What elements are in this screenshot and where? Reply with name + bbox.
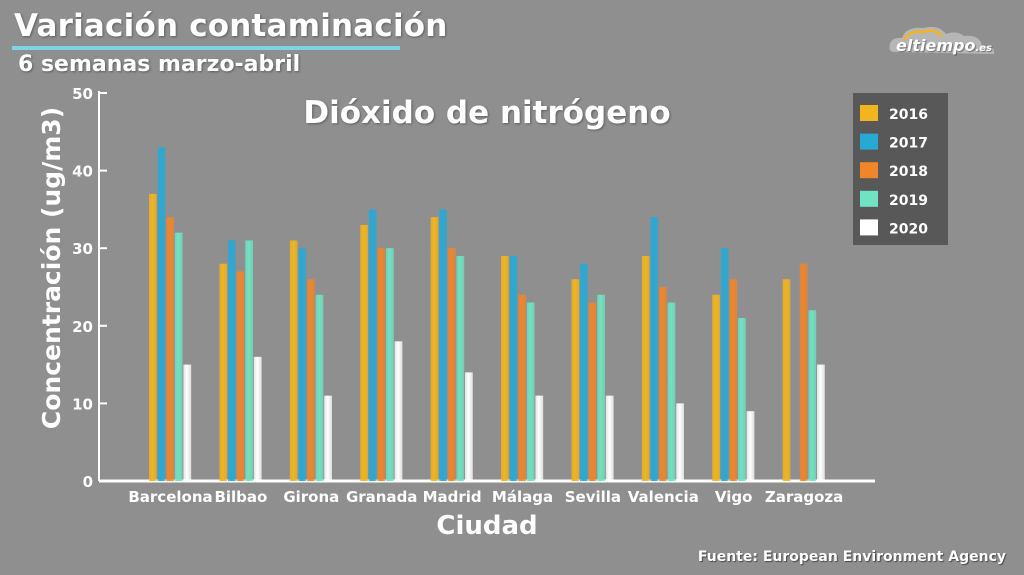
bar-2017-Valencia xyxy=(650,217,659,481)
bar-2019-Barcelona xyxy=(174,232,183,481)
bar-2020-Madrid xyxy=(465,372,473,481)
bar-2019-Sevilla xyxy=(597,294,605,481)
bar-2017-Bilbao xyxy=(228,240,236,481)
bar-2016-Barcelona xyxy=(149,193,157,481)
bar-2016-Valencia xyxy=(641,255,650,481)
bar-2019-Zaragoza xyxy=(808,310,817,481)
y-axis-title: Concentración (ug/m3) xyxy=(37,107,66,429)
bar-2018-Bilbao xyxy=(236,271,245,481)
bar-2019-Vigo xyxy=(738,318,746,481)
legend-swatch-2016 xyxy=(860,105,878,121)
bar-2016-Zaragoza xyxy=(782,279,791,481)
legend-label-2019: 2019 xyxy=(889,193,928,209)
bar-2020-Bilbao xyxy=(253,356,262,481)
x-tick-label: Sevilla xyxy=(565,488,621,506)
y-tick-label: 10 xyxy=(72,395,93,413)
bar-2018-Zaragoza xyxy=(799,263,808,481)
x-tick-label: Zaragoza xyxy=(765,488,843,506)
bar-2020-Zaragoza xyxy=(817,364,825,481)
bar-2016-Girona xyxy=(289,240,298,481)
bar-2016-Bilbao xyxy=(219,263,228,481)
y-tick-label: 20 xyxy=(72,318,93,336)
y-tick-label: 50 xyxy=(72,85,93,103)
bar-2020-Valencia xyxy=(676,403,684,481)
legend-label-2020: 2020 xyxy=(889,221,928,237)
bar-2016-Sevilla xyxy=(571,279,580,481)
bar-2017-Granada xyxy=(368,209,377,481)
bar-2017-Málaga xyxy=(509,255,518,481)
bar-2018-Málaga xyxy=(518,294,526,481)
bar-2019-Bilbao xyxy=(245,240,253,481)
bar-2016-Madrid xyxy=(430,217,439,481)
page-subtitle: 6 semanas marzo-abril xyxy=(18,52,301,77)
bar-2017-Barcelona xyxy=(157,147,166,481)
y-tick-label: 40 xyxy=(72,163,93,181)
title-underline xyxy=(12,46,400,50)
chart-title: Dióxido de nitrógeno xyxy=(303,95,670,131)
x-tick-label: Málaga xyxy=(492,488,553,506)
y-tick-label: 0 xyxy=(83,473,93,491)
bar-2020-Granada xyxy=(394,341,403,481)
brand-logo: eltiempo.es xyxy=(884,22,1014,62)
bar-2018-Valencia xyxy=(659,287,667,481)
bar-2016-Granada xyxy=(360,224,368,482)
bar-2019-Málaga xyxy=(526,302,535,481)
x-tick-label: Granada xyxy=(346,488,418,506)
legend-swatch-2017 xyxy=(860,133,878,150)
bar-2017-Madrid xyxy=(439,209,447,481)
x-tick-label: Bilbao xyxy=(214,488,267,506)
legend-swatch-2020 xyxy=(860,219,878,236)
x-tick-label: Barcelona xyxy=(128,488,212,506)
bar-2019-Granada xyxy=(386,248,394,481)
bar-2020-Málaga xyxy=(535,395,544,481)
bar-2018-Vigo xyxy=(729,279,738,481)
brand-name: eltiempo.es xyxy=(896,36,992,55)
legend-swatch-2018 xyxy=(860,162,878,179)
bar-2018-Granada xyxy=(377,248,386,481)
legend-label-2018: 2018 xyxy=(889,164,928,180)
x-tick-label: Vigo xyxy=(715,488,753,506)
bar-2018-Madrid xyxy=(447,248,456,481)
legend-swatch-2019 xyxy=(860,190,878,207)
x-axis-title: Ciudad xyxy=(436,511,537,541)
bar-2019-Girona xyxy=(315,294,324,481)
bar-2018-Sevilla xyxy=(588,302,597,481)
bar-2017-Vigo xyxy=(720,248,729,481)
bar-2020-Sevilla xyxy=(605,395,614,481)
x-tick-label: Valencia xyxy=(628,488,699,506)
x-tick-label: Girona xyxy=(283,488,339,506)
bar-2020-Barcelona xyxy=(183,364,192,481)
x-tick-label: Madrid xyxy=(423,488,482,506)
legend-label-2017: 2017 xyxy=(889,136,928,152)
cloud-icon xyxy=(889,26,995,54)
page-title: Variación contaminación xyxy=(14,8,448,44)
y-tick-label: 30 xyxy=(72,240,93,258)
bar-2019-Valencia xyxy=(667,302,676,481)
bar-2018-Barcelona xyxy=(166,217,174,481)
bar-2019-Madrid xyxy=(456,255,465,481)
bar-2020-Girona xyxy=(324,395,332,481)
bar-2016-Málaga xyxy=(501,255,509,481)
bar-2018-Girona xyxy=(307,279,315,481)
legend-label-2016: 2016 xyxy=(889,107,928,123)
source-credit: Fuente: European Environment Agency xyxy=(697,549,1006,565)
bar-2016-Vigo xyxy=(712,294,720,481)
bar-2017-Sevilla xyxy=(580,263,588,481)
bar-2020-Vigo xyxy=(746,411,755,481)
bar-2017-Girona xyxy=(298,248,307,481)
